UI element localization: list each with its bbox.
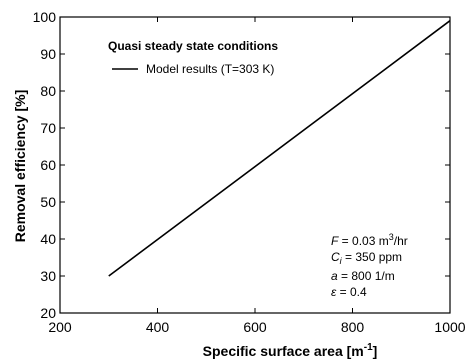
y-tick-label: 90 — [40, 46, 56, 62]
param-concentration: Ci = 350 ppm — [331, 250, 402, 266]
y-tick-label: 20 — [40, 305, 56, 321]
parameters-annotation: F = 0.03 m3/hr Ci = 350 ppm a = 800 1/m … — [331, 232, 408, 299]
y-axis: 20 30 40 50 60 70 80 90 100 — [33, 9, 450, 321]
series-line-model-results — [108, 20, 451, 277]
legend-entry-label: Model results (T=303 K) — [146, 62, 274, 76]
y-tick-label: 70 — [40, 120, 56, 136]
y-tick-label: 50 — [40, 194, 56, 210]
x-tick-label: 200 — [48, 319, 72, 335]
param-porosity: ε = 0.4 — [331, 285, 367, 299]
y-tick-label: 80 — [40, 83, 56, 99]
x-tick-label: 600 — [243, 319, 267, 335]
x-tick-label: 400 — [146, 319, 170, 335]
y-tick-label: 30 — [40, 268, 56, 284]
y-tick-label: 100 — [33, 9, 57, 25]
param-flow: F = 0.03 m3/hr — [331, 232, 408, 248]
legend-title: Quasi steady state conditions — [108, 39, 278, 53]
y-tick-label: 40 — [40, 231, 56, 247]
x-tick-label: 1000 — [434, 319, 465, 335]
x-axis: 200 400 600 800 1000 — [48, 17, 466, 335]
param-surface-area: a = 800 1/m — [331, 269, 395, 283]
x-axis-label: Specific surface area [m-1] — [203, 342, 378, 359]
x-tick-label: 800 — [341, 319, 365, 335]
y-axis-label: Removal efficiency [%] — [12, 90, 28, 243]
y-tick-label: 60 — [40, 157, 56, 173]
series-layer — [108, 20, 451, 277]
